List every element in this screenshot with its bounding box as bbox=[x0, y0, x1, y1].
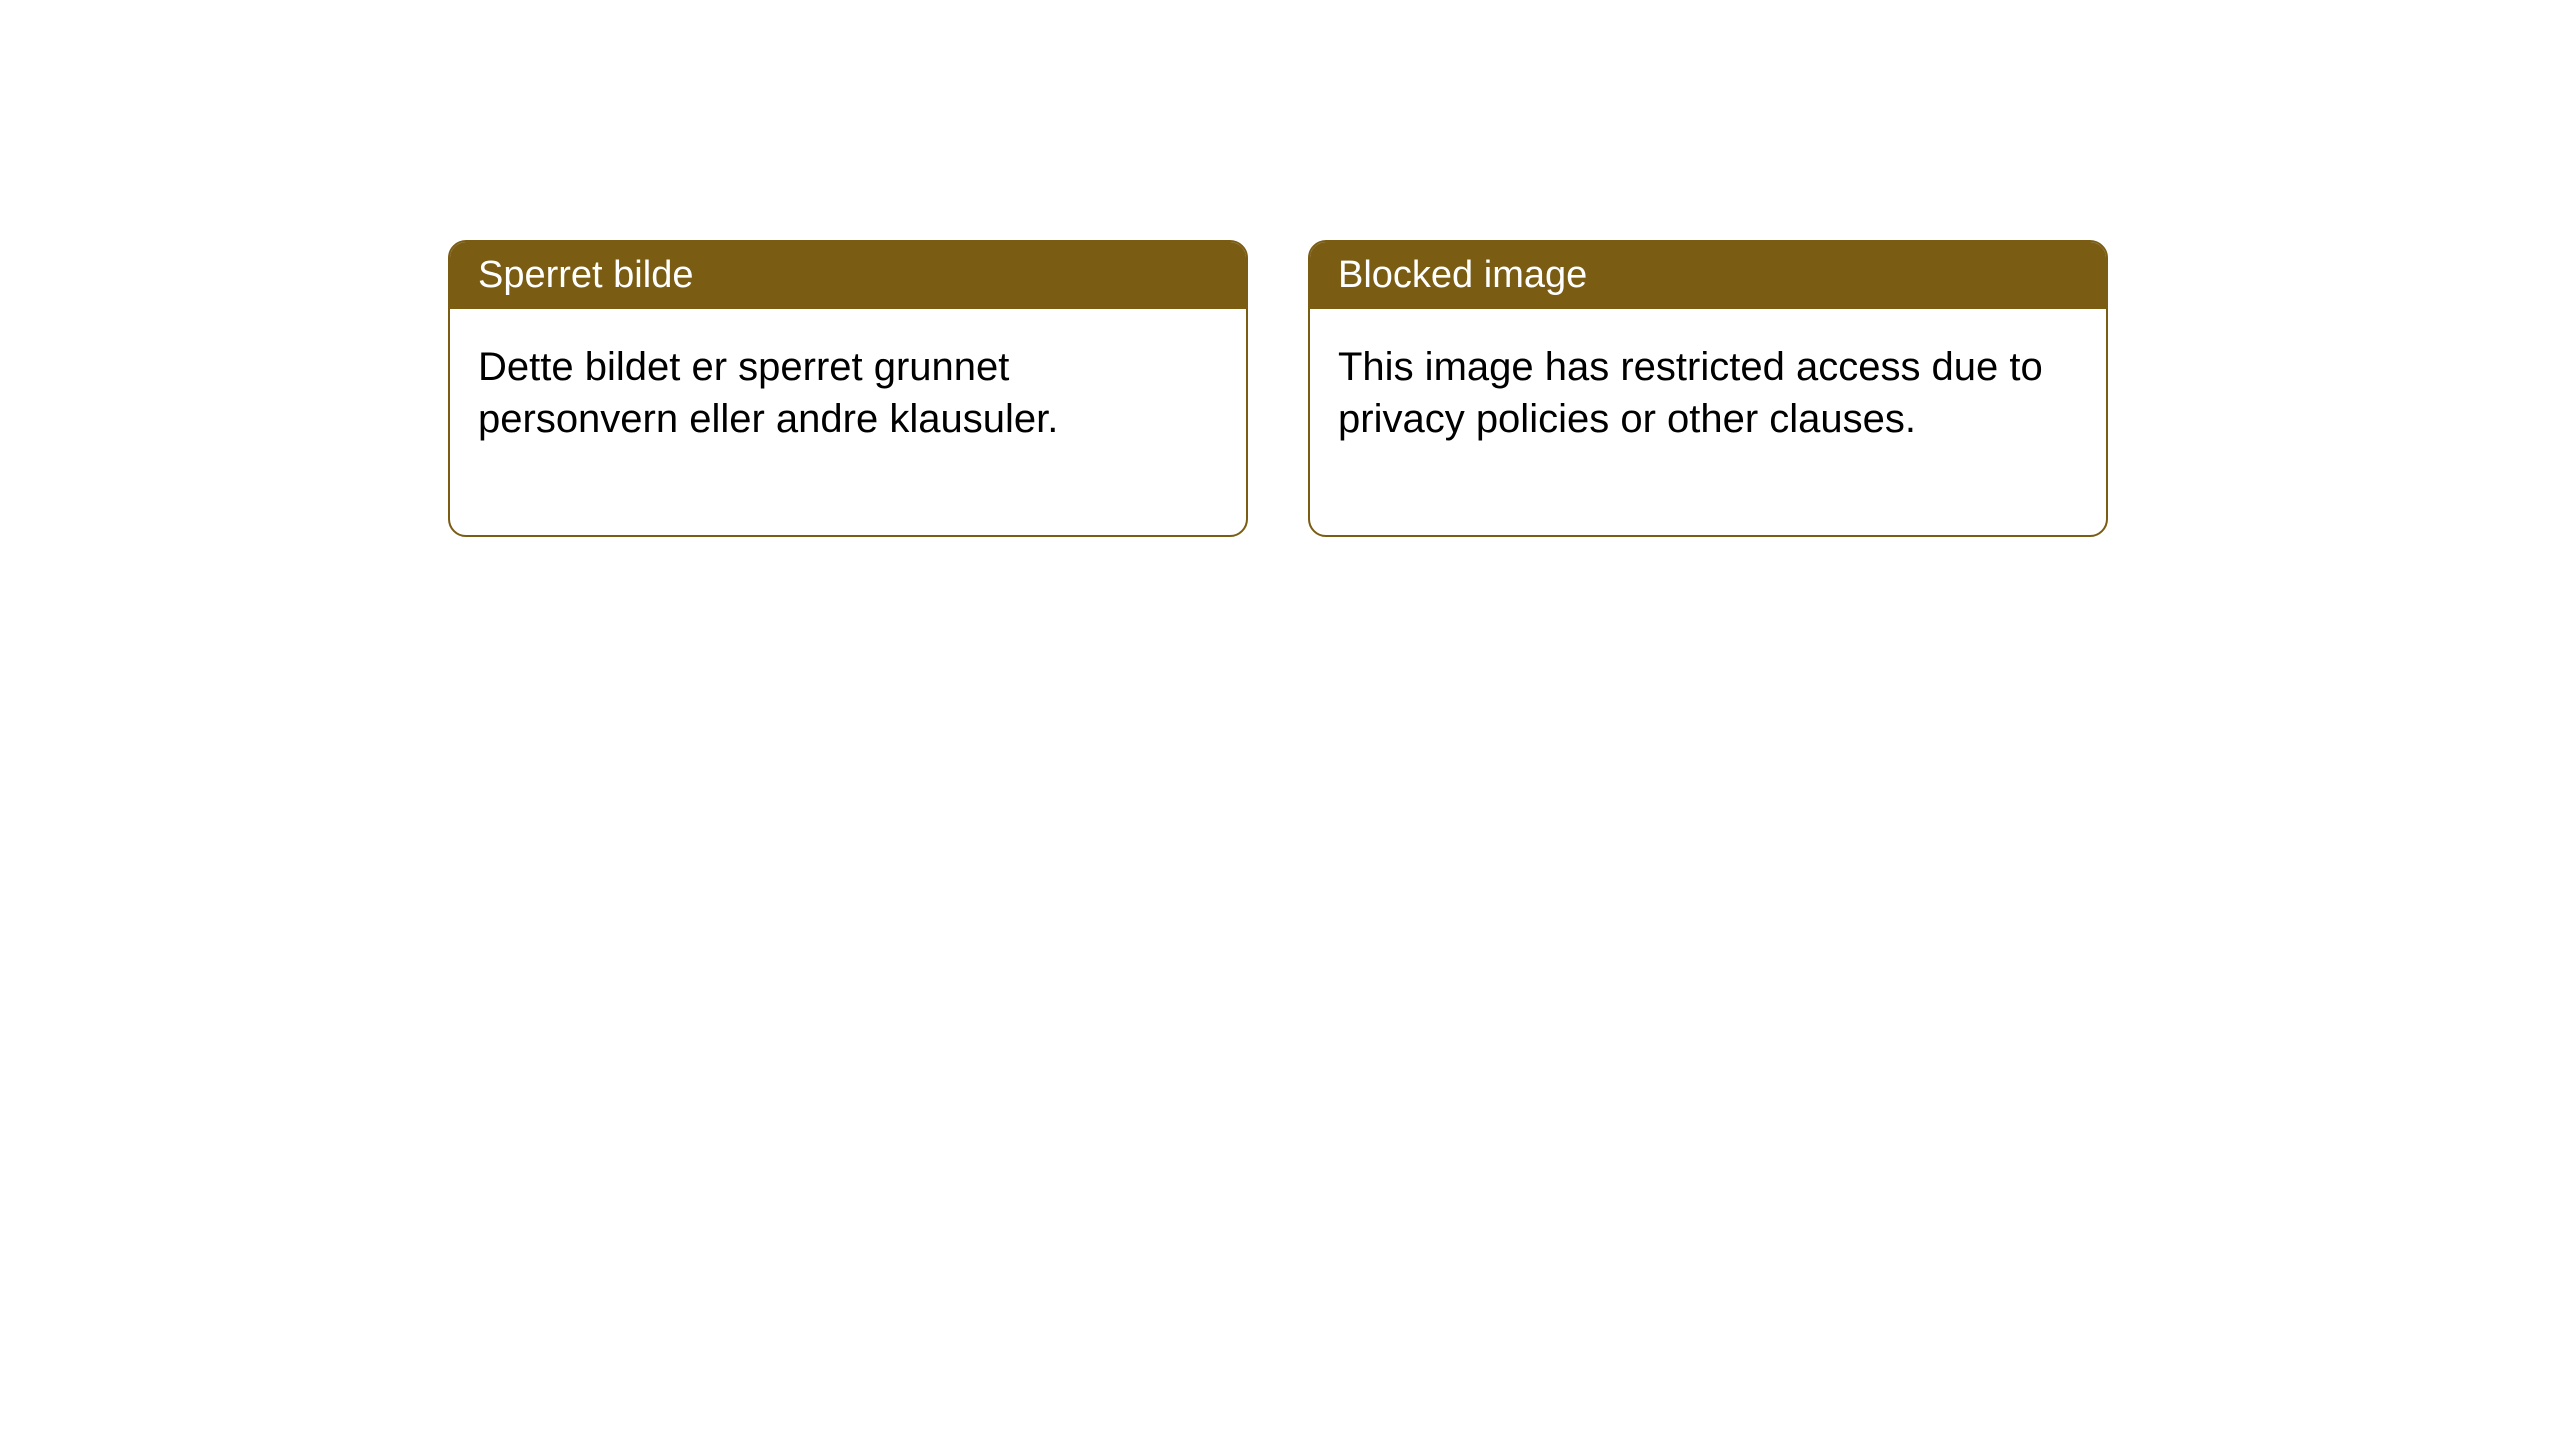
notice-body-text: Dette bildet er sperret grunnet personve… bbox=[478, 345, 1058, 441]
notice-title: Blocked image bbox=[1338, 254, 1587, 296]
notice-body: This image has restricted access due to … bbox=[1310, 309, 2106, 535]
notice-header: Blocked image bbox=[1310, 242, 2106, 309]
notice-card-english: Blocked image This image has restricted … bbox=[1308, 240, 2108, 537]
notice-container: Sperret bilde Dette bildet er sperret gr… bbox=[448, 240, 2108, 537]
notice-body: Dette bildet er sperret grunnet personve… bbox=[450, 309, 1246, 535]
notice-header: Sperret bilde bbox=[450, 242, 1246, 309]
notice-card-norwegian: Sperret bilde Dette bildet er sperret gr… bbox=[448, 240, 1248, 537]
notice-title: Sperret bilde bbox=[478, 254, 693, 296]
notice-body-text: This image has restricted access due to … bbox=[1338, 345, 2043, 441]
